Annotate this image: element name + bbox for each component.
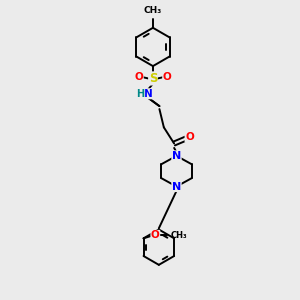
Text: O: O xyxy=(163,72,172,82)
Text: H: H xyxy=(136,89,145,99)
Text: O: O xyxy=(134,72,143,82)
Text: O: O xyxy=(185,132,194,142)
Text: N: N xyxy=(172,182,181,191)
Text: O: O xyxy=(151,230,160,240)
Text: N: N xyxy=(172,151,181,161)
Text: S: S xyxy=(149,72,157,85)
Text: CH₃: CH₃ xyxy=(171,231,187,240)
Text: N: N xyxy=(144,89,153,99)
Text: CH₃: CH₃ xyxy=(144,6,162,15)
